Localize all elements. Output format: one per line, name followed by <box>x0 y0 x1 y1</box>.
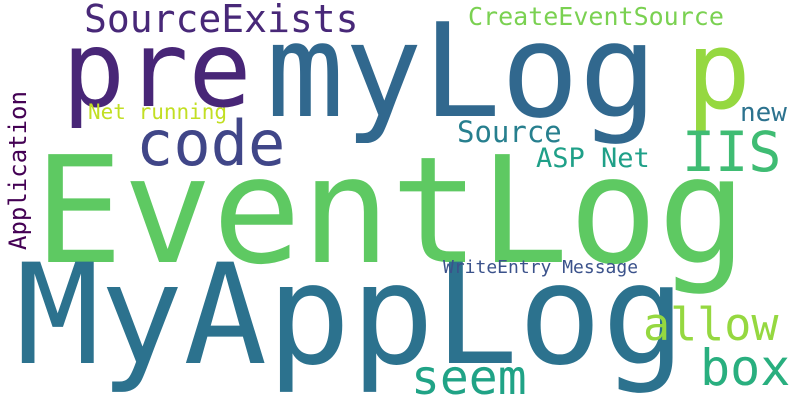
word-pre: pre <box>62 9 252 131</box>
word-eventlog: EventLog <box>34 125 747 297</box>
word-writeentry-message: WriteEntry Message <box>443 257 639 278</box>
word-p: p <box>686 9 752 134</box>
word-asp-net: ASP Net <box>536 143 650 174</box>
word-createeventsource: CreateEventSource <box>468 2 724 31</box>
word-iis: IIS <box>682 120 782 184</box>
word-source: Source <box>457 115 562 149</box>
word-mylog: myLog <box>266 0 658 147</box>
word-box: box <box>700 339 791 397</box>
word-new: new <box>740 98 787 128</box>
word-net-running: Net running <box>88 100 228 124</box>
word-code: code <box>136 107 286 180</box>
word-seem: seem <box>411 350 527 400</box>
word-myapplog: MyAppLog <box>16 234 686 396</box>
word-allow: allow <box>643 298 779 351</box>
word-sourceexists: SourceExists <box>84 0 359 41</box>
word-application: Application <box>4 91 32 250</box>
